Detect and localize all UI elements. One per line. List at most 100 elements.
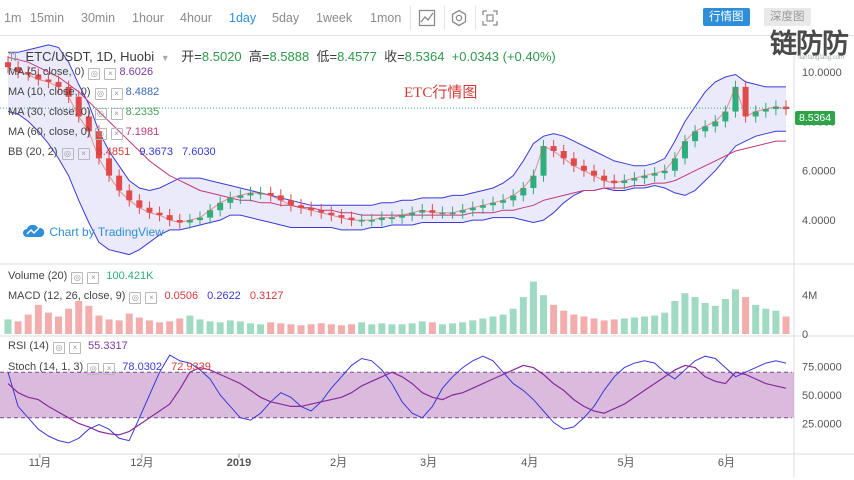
volume-bar [752, 304, 760, 334]
chart-area[interactable]: 10.00008.00006.00004.00004M075.000050.00… [0, 36, 854, 477]
candle-body [530, 175, 537, 188]
timeframe-4hour[interactable]: 4hour [180, 11, 212, 25]
close-value: 8.5364 [404, 49, 445, 64]
volume-bar [620, 318, 628, 334]
volume-bar [519, 297, 527, 334]
timeframe-1m[interactable]: 1m [4, 11, 22, 25]
volume-tick-label: 4M [802, 290, 817, 302]
close-icon[interactable]: × [110, 108, 123, 120]
toolbar: 1m 15min 30min 1hour 4hour 1day 5day 1we… [0, 0, 854, 36]
timeframe-15min[interactable]: 15min [30, 11, 65, 25]
candle-body [75, 96, 82, 117]
candle-body [469, 207, 476, 211]
symbol-name[interactable]: ETC/USDT, 1D, Huobi [25, 49, 155, 64]
fullscreen-icon[interactable] [481, 9, 499, 27]
timeframe-1day[interactable]: 1day [229, 11, 257, 25]
open-value: 8.5020 [201, 49, 242, 64]
legend-ma60-value: 7.1981 [125, 126, 160, 138]
close-icon[interactable]: × [110, 88, 123, 100]
volume-bar [438, 324, 446, 334]
legend-stoch-name: Stoch (14, 1, 3) [8, 361, 84, 373]
candle-body [287, 200, 294, 206]
x-tick-label: 2019 [227, 457, 251, 469]
rsi-tick-label: 75.0000 [802, 362, 842, 374]
open-label: 开= [181, 49, 202, 64]
eye-icon[interactable]: ◎ [71, 272, 84, 284]
volume-bar [378, 323, 386, 334]
candle-body [368, 220, 375, 222]
candle-body [631, 178, 638, 181]
volume-bar [509, 308, 517, 334]
candle-body [207, 210, 214, 218]
legend-macd-signal: 0.3127 [249, 290, 284, 302]
close-icon[interactable]: × [104, 68, 117, 80]
eye-icon[interactable]: ◎ [94, 108, 107, 120]
legend-ma5[interactable]: MA (5, close, 0) ◎ × 8.6026 [8, 66, 153, 80]
close-icon[interactable]: × [68, 342, 81, 354]
compare-icon[interactable]: ⇅ [8, 49, 19, 64]
close-icon[interactable]: × [110, 128, 123, 140]
candle-body [459, 210, 466, 213]
volume-bar [125, 313, 133, 334]
volume-bar [115, 320, 123, 334]
legend-ma10[interactable]: MA (10, close, 0) ◎ × 8.4882 [8, 86, 159, 100]
chevron-down-icon[interactable]: ▼ [160, 53, 170, 63]
indicators-icon[interactable] [418, 9, 436, 27]
price-tick-label: 6.0000 [802, 166, 836, 178]
timeframe-1mon[interactable]: 1mon [370, 11, 402, 25]
eye-icon[interactable]: ◎ [94, 128, 107, 140]
timeframe-1week[interactable]: 1week [316, 11, 353, 25]
candle-body [65, 86, 72, 97]
legend-ma30-name: MA (30, close, 0) [8, 106, 91, 118]
volume-bar [226, 320, 234, 334]
legend-macd[interactable]: MACD (12, 26, close, 9) ◎ × 0.0506 0.2622 … [8, 290, 284, 304]
legend-ma60[interactable]: MA (60, close, 0) ◎ × 7.1981 [8, 126, 159, 140]
legend-ma30[interactable]: MA (30, close, 0) ◎ × 8.2335 [8, 106, 159, 120]
candle-body [671, 158, 678, 171]
legend-stoch[interactable]: Stoch (14, 1, 3) ◎ × 78.0302 72.9339 [8, 361, 211, 375]
volume-bar [317, 323, 325, 334]
candle-body [752, 111, 759, 117]
legend-rsi[interactable]: RSI (14) ◎ × 55.3317 [8, 340, 128, 354]
candle-body [196, 217, 203, 221]
bb-lower-line [7, 111, 786, 256]
legend-rsi-value: 55.3317 [88, 340, 128, 352]
tradingview-logo[interactable]: Chart by TradingView [22, 223, 164, 239]
eye-icon[interactable]: ◎ [87, 363, 100, 375]
close-icon[interactable]: × [145, 292, 158, 304]
candle-body [702, 126, 709, 132]
candle-body [257, 192, 264, 195]
kline-view-button[interactable]: 行情图 [703, 8, 750, 26]
x-tick-label: 5月 [618, 457, 635, 469]
close-icon[interactable]: × [87, 272, 100, 284]
last-price-tag: 8.5364 [795, 111, 836, 125]
volume-bar [388, 324, 396, 334]
toolbar-divider [444, 6, 445, 30]
eye-icon[interactable]: ◎ [94, 88, 107, 100]
eye-icon[interactable]: ◎ [129, 292, 142, 304]
candle-body [591, 170, 598, 176]
candle-body [318, 210, 325, 213]
legend-bb[interactable]: BB (20, 2) ◎ × 8.4851 9.3673 7.6030 [8, 146, 216, 160]
candle-body [95, 131, 102, 159]
candle-body [136, 200, 143, 208]
volume-bar [176, 318, 184, 334]
legend-ma60-name: MA (60, close, 0) [8, 126, 91, 138]
stoch-k-line [7, 354, 787, 444]
legend-volume[interactable]: Volume (20) ◎ × 100.421K [8, 270, 153, 284]
close-icon[interactable]: × [103, 363, 116, 375]
timeframe-1hour[interactable]: 1hour [132, 11, 164, 25]
chart-canvas[interactable]: 10.00008.00006.00004.00004M075.000050.00… [0, 36, 854, 477]
eye-icon[interactable]: ◎ [61, 148, 74, 160]
eye-icon[interactable]: ◎ [52, 342, 65, 354]
close-icon[interactable]: × [77, 148, 90, 160]
volume-bar [85, 305, 93, 334]
volume-bar [166, 321, 174, 334]
volume-bar [145, 320, 153, 334]
eye-icon[interactable]: ◎ [88, 68, 101, 80]
timeframe-30min[interactable]: 30min [81, 11, 116, 25]
settings-icon[interactable] [450, 9, 468, 27]
timeframe-5day[interactable]: 5day [272, 11, 300, 25]
depth-view-button[interactable]: 深度图 [764, 8, 811, 26]
volume-bar [489, 316, 497, 334]
